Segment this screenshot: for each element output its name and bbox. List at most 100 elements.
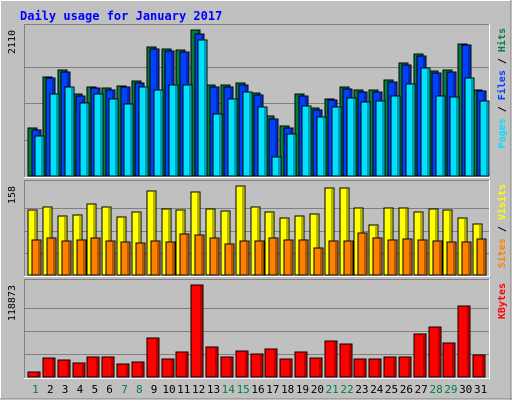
bar-shade bbox=[378, 360, 380, 376]
x-axis-label-day-17: 17 bbox=[266, 383, 279, 396]
bar-shade bbox=[393, 358, 395, 376]
y-axis-series-label: Pages / Files / Hits bbox=[496, 28, 508, 148]
bar-shade bbox=[157, 242, 159, 274]
bar-shade bbox=[115, 100, 117, 175]
bar-pages-day-7 bbox=[123, 103, 134, 177]
bar-shade bbox=[100, 95, 102, 175]
bar-sites-day-23 bbox=[357, 232, 368, 276]
bar-pages-day-29 bbox=[449, 96, 460, 177]
bar-sites-day-5 bbox=[90, 237, 101, 276]
bar-pages-day-21 bbox=[331, 106, 342, 177]
bar-sites-day-16 bbox=[254, 240, 265, 276]
bar-shade bbox=[249, 93, 251, 175]
chart-title: Daily usage for January 2017 bbox=[20, 9, 222, 23]
bar-shade bbox=[246, 242, 248, 274]
bar-shade bbox=[185, 353, 187, 376]
bar-shade bbox=[83, 241, 85, 274]
bar-shade bbox=[111, 358, 113, 376]
bar-sites-day-2 bbox=[46, 237, 57, 276]
bar-shade bbox=[274, 350, 276, 376]
bar-pages-day-19 bbox=[301, 105, 312, 177]
bar-shade bbox=[82, 364, 84, 376]
bar-shade bbox=[197, 193, 199, 274]
x-axis-label-day-16: 16 bbox=[251, 383, 264, 396]
bar-pages-day-13 bbox=[212, 113, 223, 177]
bar-shade bbox=[156, 339, 158, 376]
bar-shade bbox=[127, 243, 129, 274]
panel-kbytes bbox=[24, 279, 490, 379]
bar-shade bbox=[126, 365, 128, 376]
y-axis-series-label: KBytes bbox=[497, 283, 508, 319]
bar-shade bbox=[305, 241, 307, 274]
bar-shade bbox=[483, 240, 485, 274]
x-axis-label-day-25: 25 bbox=[385, 383, 398, 396]
bar-sites-day-13 bbox=[209, 237, 220, 276]
series-label-part: Hits bbox=[496, 28, 508, 52]
bar-sites-day-10 bbox=[165, 241, 176, 276]
x-axis-label-day-22: 22 bbox=[340, 383, 353, 396]
bar-sites-day-30 bbox=[461, 241, 472, 276]
x-axis-label-day-4: 4 bbox=[77, 383, 84, 396]
bar-sites-day-25 bbox=[387, 239, 398, 276]
x-axis-label-day-18: 18 bbox=[281, 383, 294, 396]
bar-shade bbox=[260, 355, 262, 376]
bar-sites-day-3 bbox=[61, 240, 72, 276]
bar-sites-day-15 bbox=[239, 240, 250, 276]
x-axis-label-day-19: 19 bbox=[296, 383, 309, 396]
bar-sites-day-9 bbox=[150, 240, 161, 276]
bar-shade bbox=[308, 107, 310, 175]
bar-shade bbox=[160, 91, 162, 175]
x-axis-label-day-30: 30 bbox=[459, 383, 472, 396]
chart-panels bbox=[24, 24, 490, 379]
bar-shade bbox=[442, 97, 444, 175]
x-axis-label-day-12: 12 bbox=[192, 383, 205, 396]
bar-shade bbox=[304, 353, 306, 376]
bar-pages-day-14 bbox=[227, 98, 238, 177]
series-kbytes bbox=[27, 284, 486, 378]
bar-shade bbox=[86, 104, 88, 175]
bar-shade bbox=[331, 189, 333, 274]
bar-sites-day-29 bbox=[446, 241, 457, 276]
bar-sites-day-24 bbox=[372, 237, 383, 276]
bar-shade bbox=[379, 239, 381, 274]
bar-shade bbox=[424, 241, 426, 274]
bar-shade bbox=[452, 344, 454, 376]
series-label-part: Sites bbox=[496, 238, 508, 268]
bar-shade bbox=[37, 373, 39, 376]
panel-visits-sites bbox=[24, 180, 490, 277]
bar-sites-day-19 bbox=[298, 239, 309, 276]
bar-shade bbox=[346, 189, 348, 274]
bar-pages-day-22 bbox=[346, 97, 357, 177]
x-axis-day-labels: 1 2 3 4 5 6 7 8 9 10 11 12 13 14 15 16 17 18 19 20 21 22 23 24 2… bbox=[32, 383, 487, 396]
panel-pages-files-hits bbox=[24, 24, 490, 178]
bar-shade bbox=[278, 158, 280, 175]
bar-shade bbox=[316, 215, 318, 274]
bar-pages-day-23 bbox=[360, 101, 371, 177]
bar-shade bbox=[467, 307, 469, 376]
series-label-part: / bbox=[497, 100, 508, 118]
y-axis-max-label: 118873 bbox=[7, 285, 18, 321]
bar-shade bbox=[186, 235, 188, 274]
bar-sites-day-4 bbox=[76, 239, 87, 276]
bar-pages-day-26 bbox=[405, 83, 416, 177]
bar-sites-day-20 bbox=[313, 247, 324, 276]
bar-pages-day-4 bbox=[79, 102, 90, 177]
bar-pages-day-5 bbox=[93, 93, 104, 177]
bar-sites-day-27 bbox=[417, 239, 428, 276]
bar-shade bbox=[96, 358, 98, 376]
bar-sites-day-28 bbox=[432, 240, 443, 276]
bar-pages-day-2 bbox=[49, 93, 60, 177]
bar-shade bbox=[97, 239, 99, 274]
bar-pages-day-27 bbox=[420, 67, 431, 177]
bar-shade bbox=[423, 335, 425, 376]
bar-shade bbox=[412, 85, 414, 175]
x-axis-label-day-2: 2 bbox=[47, 383, 54, 396]
bar-shade bbox=[142, 244, 144, 274]
bar-sites-day-1 bbox=[31, 239, 42, 276]
bar-sites-day-12 bbox=[194, 234, 205, 276]
bar-shade bbox=[130, 105, 132, 175]
bar-shade bbox=[350, 242, 352, 274]
series-label-part: Files bbox=[496, 70, 508, 100]
x-axis-label-day-27: 27 bbox=[415, 383, 428, 396]
